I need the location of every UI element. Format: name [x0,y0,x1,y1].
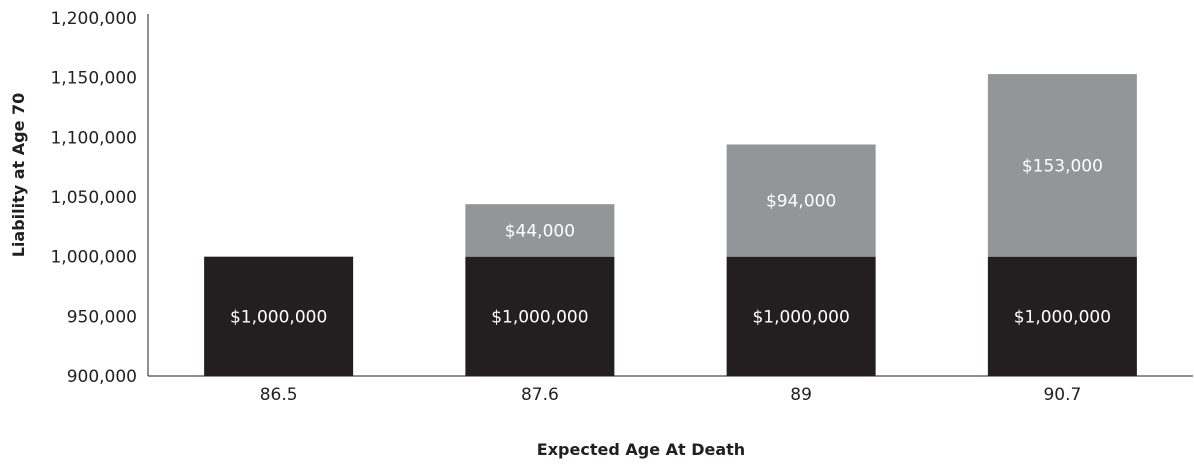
y-tick-label: 1,050,000 [50,188,137,208]
bar-increment-segment [987,74,1137,257]
bar-base-segment [204,256,354,376]
bar-data-label: $1,000,000 [230,307,327,327]
y-tick-label: 950,000 [67,307,137,327]
bar-data-label: $1,000,000 [1014,307,1111,327]
x-axis-title: Expected Age At Death [537,440,745,459]
x-tick-label: 86.5 [260,385,298,405]
bar-data-label: $1,000,000 [491,307,588,327]
y-axis-title: Liability at Age 70 [9,93,28,258]
bar-increment-segment [465,204,615,257]
bar-base-segment [987,256,1137,376]
x-tick-label: 87.6 [521,385,559,405]
x-tick-label: 90.7 [1043,385,1081,405]
y-tick-label: 1,100,000 [50,128,137,148]
bar-base-segment [726,256,876,376]
bars-group [204,74,1137,376]
bar-data-label: $94,000 [766,192,836,212]
x-tick-labels-group: 86.5 87.6 89 90.7 [260,385,1082,405]
y-tick-label: 1,000,000 [50,248,137,268]
bar-labels-group: $1,000,000 $1,000,000 $44,000 $1,000,000 $94… [230,156,1111,327]
y-tick-label: 1,200,000 [50,9,137,29]
y-tick-label: 1,150,000 [50,69,137,89]
bar-increment-segment [726,144,876,257]
bar-base-segment [465,256,615,376]
bar-data-label: $1,000,000 [752,307,849,327]
bar-data-label: $44,000 [505,221,575,241]
y-tick-labels-group: 900,000 950,000 1,000,000 1,050,000 1,100,00… [50,9,137,387]
x-tick-label: 89 [790,385,812,405]
y-tick-label: 900,000 [67,367,137,387]
bar-data-label: $153,000 [1022,156,1103,176]
